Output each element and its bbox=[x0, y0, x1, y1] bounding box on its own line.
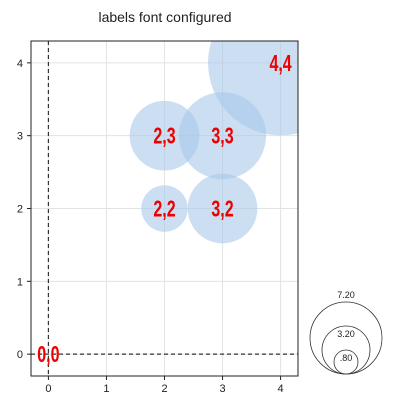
point-labels: 0,0 2,2 3,2 2,3 3,3 4,4 bbox=[37, 51, 291, 368]
point-label: 0,0 bbox=[37, 342, 59, 368]
bubble bbox=[187, 173, 258, 244]
size-legend-label: .80 bbox=[340, 353, 353, 363]
point-label: 2,2 bbox=[153, 197, 175, 223]
plot-area: 0,0 2,2 3,2 2,3 3,3 4,4 bbox=[31, 41, 298, 376]
y-tick-label: 2 bbox=[17, 204, 23, 216]
y-tick-label: 1 bbox=[17, 276, 23, 288]
x-tick-label: 0 bbox=[45, 383, 51, 395]
size-legend: 7.20 3.20 .80 bbox=[309, 290, 383, 375]
point-label: 3,3 bbox=[211, 124, 233, 150]
point-label: 4,4 bbox=[269, 51, 291, 77]
y-axis-ticks: 0 1 2 3 4 bbox=[17, 58, 31, 361]
bubble bbox=[129, 100, 200, 171]
point-label: 3,2 bbox=[211, 197, 233, 223]
bubble bbox=[208, 41, 298, 136]
y-tick-label: 3 bbox=[17, 131, 23, 143]
x-tick-label: 1 bbox=[103, 383, 109, 395]
size-legend-label: 7.20 bbox=[337, 290, 355, 300]
bubble bbox=[141, 185, 188, 232]
x-tick-label: 4 bbox=[278, 383, 284, 395]
reference-lines bbox=[31, 41, 298, 376]
x-tick-label: 2 bbox=[161, 383, 167, 395]
size-legend-circle bbox=[333, 349, 359, 375]
y-tick-label: 4 bbox=[17, 58, 23, 70]
size-legend-label: 3.20 bbox=[337, 329, 355, 339]
point-label: 2,3 bbox=[153, 124, 175, 150]
x-tick-label: 3 bbox=[219, 383, 225, 395]
bubbles bbox=[129, 41, 298, 244]
chart-title: labels font configured bbox=[98, 9, 231, 25]
x-axis-ticks: 0 1 2 3 4 bbox=[45, 376, 284, 395]
y-tick-label: 0 bbox=[17, 349, 23, 361]
